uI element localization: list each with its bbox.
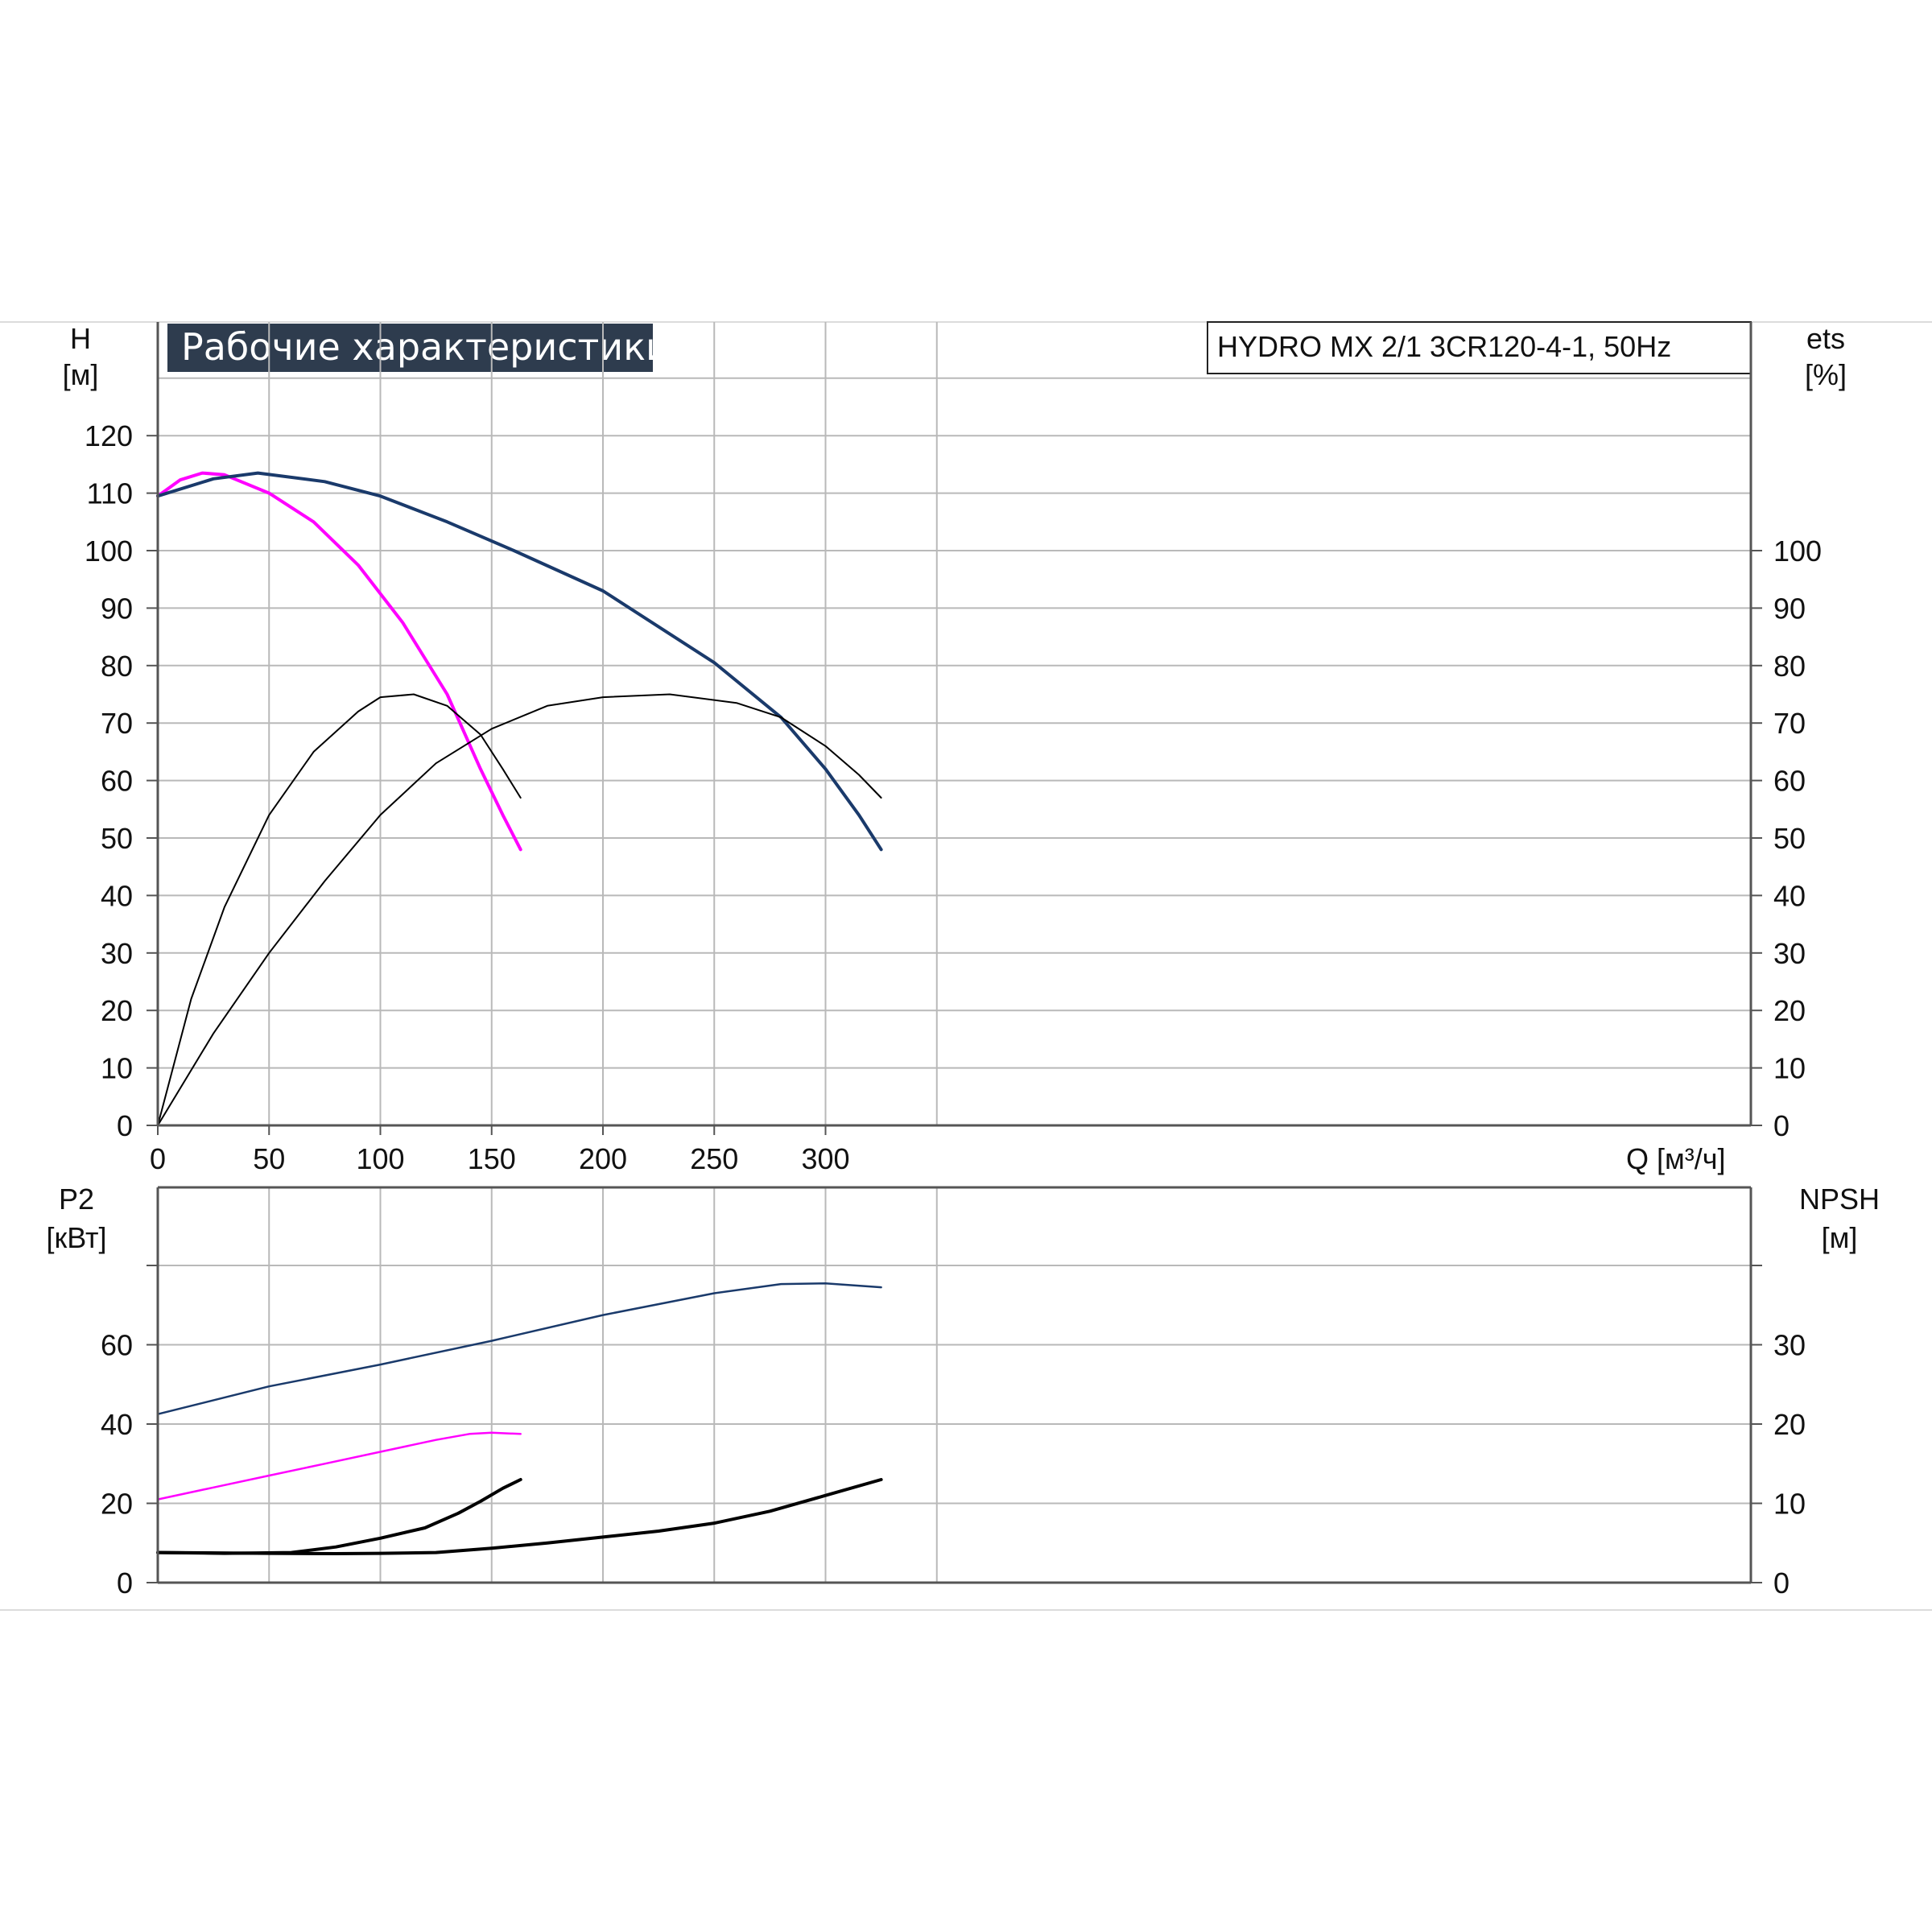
top-y2-tick-label: 40 <box>1773 879 1806 912</box>
top-y-axis-unit: [м] <box>63 358 99 391</box>
top-y-tick-label: 60 <box>101 765 133 798</box>
x-tick-label: 0 <box>150 1142 166 1175</box>
x-tick-label: 300 <box>801 1142 849 1175</box>
bottom-series-0 <box>156 1282 882 1415</box>
top-y2-tick-label: 20 <box>1773 994 1806 1027</box>
top-y-tick-label: 20 <box>101 994 133 1027</box>
bottom-y-tick-label: 60 <box>101 1329 133 1362</box>
x-tick-label: 200 <box>579 1142 627 1175</box>
top-y2-tick-label: 100 <box>1773 535 1822 568</box>
bottom-y-tick-label: 0 <box>117 1567 133 1600</box>
top-series-1 <box>156 471 883 852</box>
top-y2-tick-label: 10 <box>1773 1052 1806 1085</box>
top-y2-tick-label: 60 <box>1773 765 1806 798</box>
top-y2-tick-label: 50 <box>1773 822 1806 855</box>
bottom-y2-tick-label: 10 <box>1773 1488 1806 1521</box>
top-y-tick-label: 90 <box>101 592 133 625</box>
bottom-y2-tick-label: 0 <box>1773 1567 1790 1600</box>
model-label: HYDRO MX 2/1 3CR120-4-1, 50Hz <box>1217 330 1671 363</box>
top-y2-tick-label: 0 <box>1773 1109 1790 1142</box>
top-y2-tick-label: 80 <box>1773 650 1806 683</box>
top-y-tick-label: 120 <box>85 419 133 452</box>
x-tick-label: 50 <box>253 1142 285 1175</box>
top-y-tick-label: 80 <box>101 650 133 683</box>
bottom-y2-tick-label: 20 <box>1773 1408 1806 1441</box>
top-series-3 <box>157 693 882 1126</box>
x-tick-label: 150 <box>468 1142 516 1175</box>
chart-title: Рабочие характеристики <box>181 325 670 369</box>
top-y-tick-label: 100 <box>85 535 133 568</box>
top-y2-tick-label: 70 <box>1773 707 1806 740</box>
x-tick-label: 100 <box>356 1142 404 1175</box>
bottom-y2-axis-unit: [м] <box>1822 1221 1858 1254</box>
top-y2-axis-label: ets <box>1806 322 1845 355</box>
bottom-series-1 <box>156 1431 522 1501</box>
bottom-y2-axis-label: NPSH <box>1799 1183 1880 1216</box>
x-tick-label: 250 <box>690 1142 738 1175</box>
bottom-series-3 <box>156 1478 883 1555</box>
top-y-axis-label: H <box>70 322 91 355</box>
model-label-box <box>1207 321 1752 374</box>
top-y2-tick-label: 90 <box>1773 592 1806 625</box>
bottom-y-axis-label: P2 <box>59 1183 94 1216</box>
top-y-tick-label: 40 <box>101 879 133 912</box>
bottom-y2-tick-label: 30 <box>1773 1329 1806 1362</box>
top-y-tick-label: 0 <box>117 1109 133 1142</box>
bottom-y-tick-label: 40 <box>101 1408 133 1441</box>
top-y-tick-label: 10 <box>101 1052 133 1085</box>
top-series-0 <box>156 471 522 852</box>
top-y-tick-label: 30 <box>101 937 133 970</box>
chart-title-box <box>167 324 653 372</box>
x-axis-label: Q [м³/ч] <box>1626 1142 1726 1175</box>
top-y2-axis-unit: [%] <box>1805 358 1847 391</box>
bottom-series-2 <box>156 1478 522 1555</box>
bottom-y-tick-label: 20 <box>101 1488 133 1521</box>
bottom-y-axis-unit: [кВт] <box>46 1221 106 1254</box>
top-y-tick-label: 50 <box>101 822 133 855</box>
top-series-2 <box>157 693 522 1126</box>
top-y-tick-label: 110 <box>87 477 133 510</box>
top-y-tick-label: 70 <box>101 707 133 740</box>
top-y2-tick-label: 30 <box>1773 937 1806 970</box>
